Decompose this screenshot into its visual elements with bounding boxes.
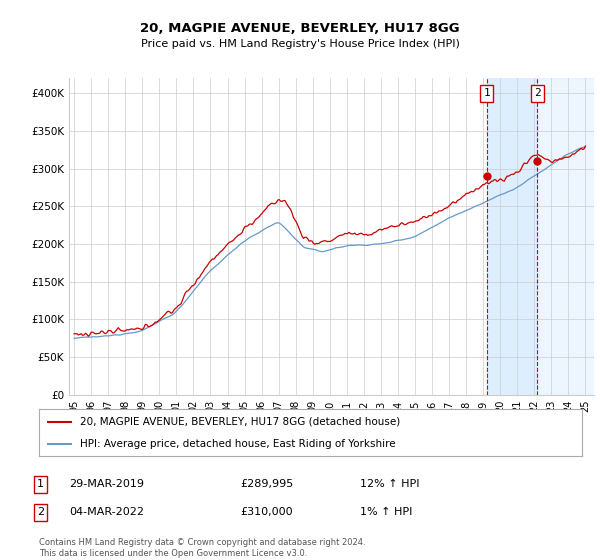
Text: 20, MAGPIE AVENUE, BEVERLEY, HU17 8GG: 20, MAGPIE AVENUE, BEVERLEY, HU17 8GG <box>140 22 460 35</box>
Text: 29-MAR-2019: 29-MAR-2019 <box>69 479 144 489</box>
Text: HPI: Average price, detached house, East Riding of Yorkshire: HPI: Average price, detached house, East… <box>80 438 395 449</box>
Bar <box>487 78 537 395</box>
Text: 20, MAGPIE AVENUE, BEVERLEY, HU17 8GG (detached house): 20, MAGPIE AVENUE, BEVERLEY, HU17 8GG (d… <box>80 417 400 427</box>
Text: 1: 1 <box>37 479 44 489</box>
Text: 12% ↑ HPI: 12% ↑ HPI <box>360 479 419 489</box>
Text: 2: 2 <box>534 88 541 99</box>
Text: 2: 2 <box>37 507 44 517</box>
Text: 04-MAR-2022: 04-MAR-2022 <box>69 507 144 517</box>
Bar <box>537 78 594 395</box>
Text: Contains HM Land Registry data © Crown copyright and database right 2024.
This d: Contains HM Land Registry data © Crown c… <box>39 538 365 558</box>
Text: Price paid vs. HM Land Registry's House Price Index (HPI): Price paid vs. HM Land Registry's House … <box>140 39 460 49</box>
Text: 1% ↑ HPI: 1% ↑ HPI <box>360 507 412 517</box>
Text: £289,995: £289,995 <box>240 479 293 489</box>
Text: 1: 1 <box>484 88 490 99</box>
Text: £310,000: £310,000 <box>240 507 293 517</box>
